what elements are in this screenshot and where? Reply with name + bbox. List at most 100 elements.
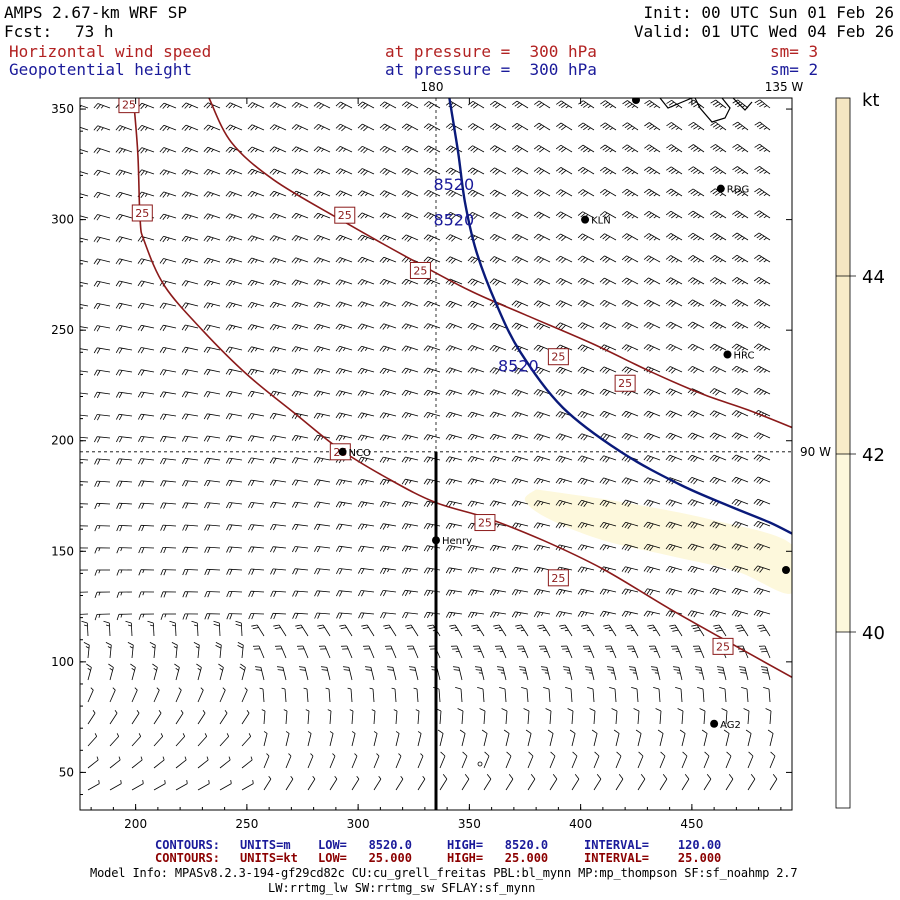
wind-barb — [203, 368, 221, 376]
wind-barb — [615, 751, 622, 769]
wind-barb — [567, 708, 574, 725]
wind-barb — [313, 168, 331, 175]
wind-barb — [710, 166, 727, 175]
wind-barb — [578, 122, 595, 131]
wind-barb — [401, 412, 419, 419]
speed-label: 25 — [338, 209, 352, 222]
wind-barb — [687, 410, 705, 418]
wind-barb — [511, 233, 529, 242]
x-tick-label: 450 — [680, 817, 703, 831]
wind-barb — [621, 499, 639, 507]
station-label: NCO — [349, 448, 371, 459]
wind-barb — [307, 731, 312, 747]
wind-barb — [731, 587, 749, 595]
wind-barb — [153, 756, 165, 769]
x-tick-label: 350 — [458, 817, 481, 831]
wind-barb — [643, 477, 661, 485]
wind-barb — [731, 454, 749, 462]
wind-barb — [225, 102, 243, 109]
wind-barb — [471, 624, 485, 637]
speed-label-box — [614, 374, 636, 392]
wind-barb — [307, 775, 316, 791]
wind-barb — [709, 610, 727, 618]
wind-barb — [679, 729, 686, 747]
wind-barb — [291, 301, 309, 309]
wind-barb — [225, 479, 243, 487]
wind-barb — [533, 189, 551, 197]
wind-barb — [437, 729, 444, 747]
wind-barb — [80, 436, 89, 439]
wind-barb — [687, 277, 705, 285]
wind-barb — [357, 212, 375, 219]
wind-barb — [269, 257, 287, 264]
wind-barb — [193, 642, 200, 659]
wind-barb — [80, 547, 89, 549]
wind-barb — [445, 567, 463, 574]
colorbar-segment — [836, 98, 850, 276]
wind-barb — [291, 368, 309, 375]
wind-barb — [745, 729, 752, 747]
wind-barb — [731, 543, 749, 551]
wind-barb — [758, 645, 771, 659]
wind-barb — [219, 780, 232, 791]
wind-barb — [225, 168, 243, 176]
contours-line2-label: CONTOURS: — [155, 851, 221, 865]
wind-barb — [291, 212, 309, 220]
wind-barb — [589, 708, 596, 725]
wind-barb — [417, 753, 424, 769]
wind-barb — [335, 146, 353, 153]
wind-barb — [247, 213, 265, 220]
wind-barb — [665, 543, 683, 551]
wind-barb — [115, 302, 133, 310]
wind-barb — [401, 545, 419, 552]
wind-barb — [259, 687, 265, 703]
wind-barb — [93, 258, 111, 265]
wind-barb — [87, 780, 100, 791]
wind-barb — [555, 167, 573, 175]
wind-barb — [80, 281, 89, 285]
wind-barb — [445, 389, 463, 396]
wind-barb — [687, 521, 705, 529]
wind-barb — [373, 731, 378, 747]
field1-name: Horizontal wind speed — [9, 42, 212, 61]
y-tick-label: 200 — [51, 434, 74, 448]
wind-barb — [203, 391, 221, 398]
wind-barb — [754, 254, 771, 263]
wind-barb — [160, 458, 177, 465]
wind-barb — [116, 458, 133, 465]
wind-barb — [445, 522, 463, 530]
wind-barb — [461, 773, 470, 791]
wind-barb — [247, 302, 265, 309]
wind-barb — [313, 212, 331, 220]
wind-barb — [109, 756, 121, 769]
wind-barb — [555, 433, 573, 441]
colorbar-level: 44 — [862, 267, 885, 288]
wind-barb — [181, 280, 199, 287]
wind-barb — [511, 122, 529, 131]
lon-90w-label: 90 W — [800, 445, 831, 459]
wind-barb — [313, 257, 331, 264]
wind-barb — [384, 645, 397, 659]
wind-barb — [203, 302, 221, 309]
wind-barb — [80, 348, 89, 351]
wind-barb — [401, 345, 419, 352]
wind-barb — [357, 256, 375, 264]
wind-barb — [109, 687, 116, 703]
field1-level: at pressure = 300 hPa — [385, 42, 597, 61]
wind-barb — [577, 300, 595, 308]
wind-barb — [379, 567, 397, 575]
x-tick-label: 300 — [347, 817, 370, 831]
wind-barb — [731, 499, 749, 507]
wind-barb — [237, 642, 244, 659]
wind-barb — [138, 569, 155, 576]
wind-barb — [621, 566, 639, 574]
wind-barb — [204, 613, 221, 620]
wind-barb — [197, 780, 210, 791]
wind-barb — [401, 278, 419, 286]
wind-barb — [648, 645, 661, 659]
wind-barb — [226, 568, 243, 575]
wind-barb — [709, 454, 727, 463]
wind-barb — [204, 480, 221, 487]
speed-label-box — [409, 261, 431, 279]
wind-barb — [666, 144, 683, 153]
